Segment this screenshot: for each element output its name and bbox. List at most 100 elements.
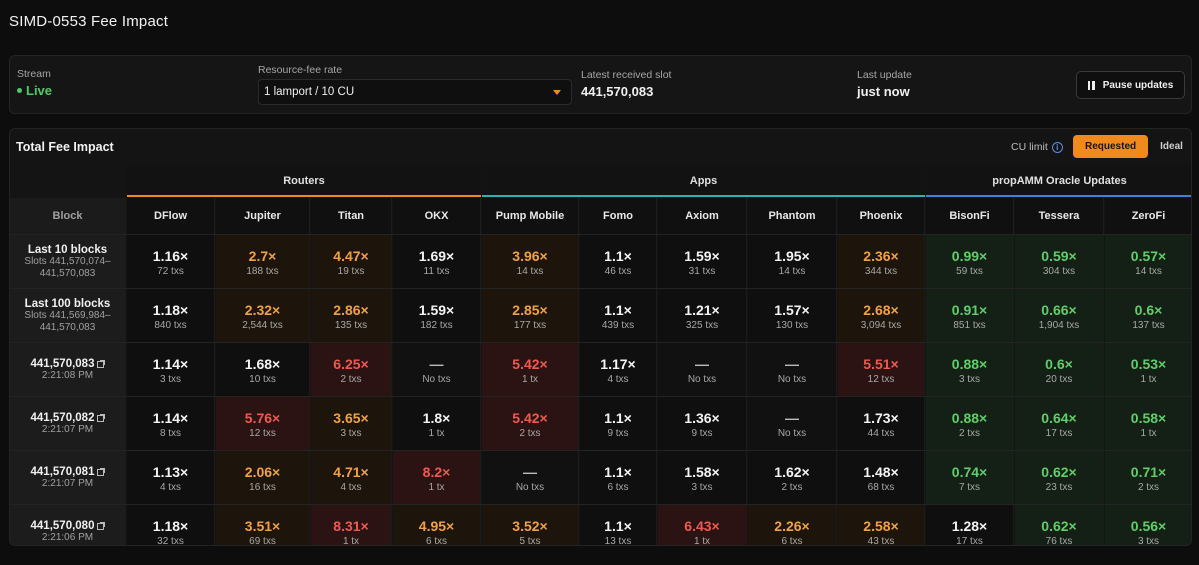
pause-updates-button[interactable]: Pause updates — [1076, 71, 1185, 99]
fee-cell-axiom: 1.36× 9 txs — [658, 397, 747, 451]
fee-cell-jupiter: 5.76× 12 txs — [216, 397, 310, 451]
tx-count: 3 txs — [958, 373, 981, 385]
fee-multiplier: 1.8× — [422, 409, 451, 426]
fee-multiplier: 1.1× — [604, 301, 632, 318]
tx-count: 43 txs — [867, 535, 895, 546]
tx-count: 32 txs — [157, 535, 184, 546]
stream-label: Stream — [17, 68, 51, 80]
fee-cell-phoenix: 2.58× 43 txs — [838, 505, 925, 546]
fee-multiplier: 1.68× — [244, 355, 281, 372]
fee-cell-fomo: 1.1× 13 txs — [580, 505, 657, 545]
fee-multiplier: 1.69× — [418, 247, 455, 264]
external-link-icon[interactable] — [97, 359, 106, 368]
fee-cell-bisonfi: 0.88× 2 txs — [926, 397, 1014, 451]
fee-cell-phantom: — No txs — [748, 343, 837, 397]
group-routers: Routers — [127, 165, 481, 197]
row-label-text: 441,570,082 — [30, 412, 95, 424]
fee-rate-select[interactable]: 1 lamport / 10 CU — [258, 79, 572, 105]
fee-cell-fomo: 1.17× 4 txs — [580, 343, 657, 397]
tx-count: 6 txs — [781, 535, 803, 546]
column-header-titan: Titan — [311, 198, 392, 234]
toggle-ideal[interactable]: Ideal — [1160, 141, 1183, 152]
fee-cell-tessera: 0.59× 304 txs — [1015, 235, 1104, 289]
tx-count: 130 txs — [775, 319, 809, 331]
tx-count: 14 txs — [516, 265, 544, 277]
tx-count: 12 txs — [867, 373, 895, 385]
row-label-sub2: 441,570,083 — [39, 268, 96, 279]
row-label-sub: 2:21:07 PM — [41, 478, 94, 489]
fee-multiplier: 0.74× — [951, 463, 988, 480]
row-label-main: 441,570,083 — [30, 358, 106, 370]
fee-multiplier: 1.18× — [152, 301, 189, 318]
tx-count: 2 txs — [1137, 481, 1160, 493]
fee-cell-tessera: 0.62× 76 txs — [1015, 505, 1104, 545]
fee-multiplier: 2.26× — [774, 517, 810, 534]
fee-cell-bisonfi: 0.74× 7 txs — [926, 451, 1014, 505]
tx-count: 11 txs — [423, 265, 450, 277]
tx-count: 17 txs — [1045, 427, 1073, 439]
fee-multiplier: 1.17× — [600, 355, 636, 372]
tx-count: 1 tx — [1140, 427, 1157, 439]
column-header-block: Block — [10, 198, 126, 234]
tx-count: 23 txs — [1045, 481, 1073, 493]
fee-multiplier: 4.71× — [333, 463, 369, 480]
row-label[interactable]: 441,570,080 2:21:06 PM — [10, 505, 126, 545]
tx-count: 31 txs — [688, 265, 716, 277]
fee-multiplier: 2.36× — [863, 247, 899, 264]
row-label[interactable]: 441,570,083 2:21:08 PM — [10, 343, 126, 397]
fee-cell-fomo: 1.1× 6 txs — [580, 451, 657, 505]
tx-count: No txs — [777, 373, 807, 385]
pause-label: Pause updates — [1102, 79, 1174, 91]
fee-rate-value: 1 lamport / 10 CU — [264, 86, 355, 98]
fee-multiplier: 0.62× — [1041, 517, 1077, 534]
column-header-bisonfi: BisonFi — [926, 198, 1014, 234]
fee-multiplier: 2.7× — [248, 247, 277, 264]
toggle-requested[interactable]: Requested — [1073, 135, 1149, 158]
tx-count: 344 txs — [864, 265, 898, 277]
fee-cell-pump-mobile: 2.85× 177 txs — [482, 289, 579, 343]
tx-count: 20 txs — [1045, 373, 1073, 385]
fee-cell-bisonfi: 0.99× 59 txs — [926, 235, 1014, 289]
fee-cell-zerofi: 0.58× 1 tx — [1105, 397, 1191, 451]
column-header-tessera: Tessera — [1015, 198, 1104, 234]
row-label-main: 441,570,082 — [30, 412, 106, 424]
fee-multiplier: 1.1× — [604, 409, 632, 426]
fee-multiplier: 1.57× — [774, 301, 810, 318]
tx-count: 4 txs — [607, 373, 629, 385]
fee-cell-dflow: 1.14× 8 txs — [127, 397, 215, 451]
tx-count: 2 txs — [519, 427, 541, 439]
table-row: 441,570,082 2:21:07 PM 1.14× 8 txs 5.76× 12 t… — [10, 396, 1191, 451]
tx-count: 3,094 txs — [860, 319, 902, 331]
info-icon[interactable]: i — [1051, 141, 1063, 153]
row-label[interactable]: 441,570,082 2:21:07 PM — [10, 397, 126, 451]
fee-cell-titan: 4.71× 4 txs — [311, 451, 392, 505]
tx-count: 17 txs — [956, 535, 983, 546]
external-link-icon[interactable] — [97, 521, 106, 530]
row-label-sub: 2:21:06 PM — [41, 532, 94, 543]
fee-multiplier: 3.52× — [512, 517, 548, 534]
update-value: just now — [857, 84, 910, 99]
fee-cell-titan: 8.31× 1 tx — [311, 505, 392, 545]
fee-cell-dflow: 1.14× 3 txs — [127, 343, 215, 397]
group-apps-label: Apps — [689, 175, 718, 187]
tx-count: 14 txs — [1135, 265, 1162, 277]
fee-multiplier: 0.56× — [1130, 517, 1167, 534]
external-link-icon[interactable] — [97, 413, 106, 422]
fee-multiplier: 0.71× — [1130, 463, 1167, 480]
row-label-sub: Slots 441,570,074– — [24, 256, 111, 267]
tx-count: No txs — [687, 373, 717, 385]
fee-multiplier: — — [695, 355, 709, 372]
tx-count: 188 txs — [246, 265, 279, 277]
row-label-main: Last 100 blocks — [25, 298, 111, 310]
external-link-icon[interactable] — [97, 467, 106, 476]
row-label[interactable]: 441,570,081 2:21:07 PM — [10, 451, 126, 505]
live-value: Live — [26, 83, 53, 98]
tx-count: 2 txs — [781, 481, 803, 493]
fee-multiplier: 5.42× — [512, 355, 548, 372]
tx-count: 840 txs — [154, 319, 187, 331]
fee-cell-tessera: 0.6× 20 txs — [1015, 343, 1104, 397]
row-label-text: 441,570,083 — [30, 358, 95, 370]
table-row: 441,570,081 2:21:07 PM 1.13× 4 txs 2.06× 16 t… — [10, 450, 1191, 505]
fee-multiplier: 2.32× — [244, 301, 281, 318]
fee-cell-pump-mobile: — No txs — [482, 451, 579, 505]
